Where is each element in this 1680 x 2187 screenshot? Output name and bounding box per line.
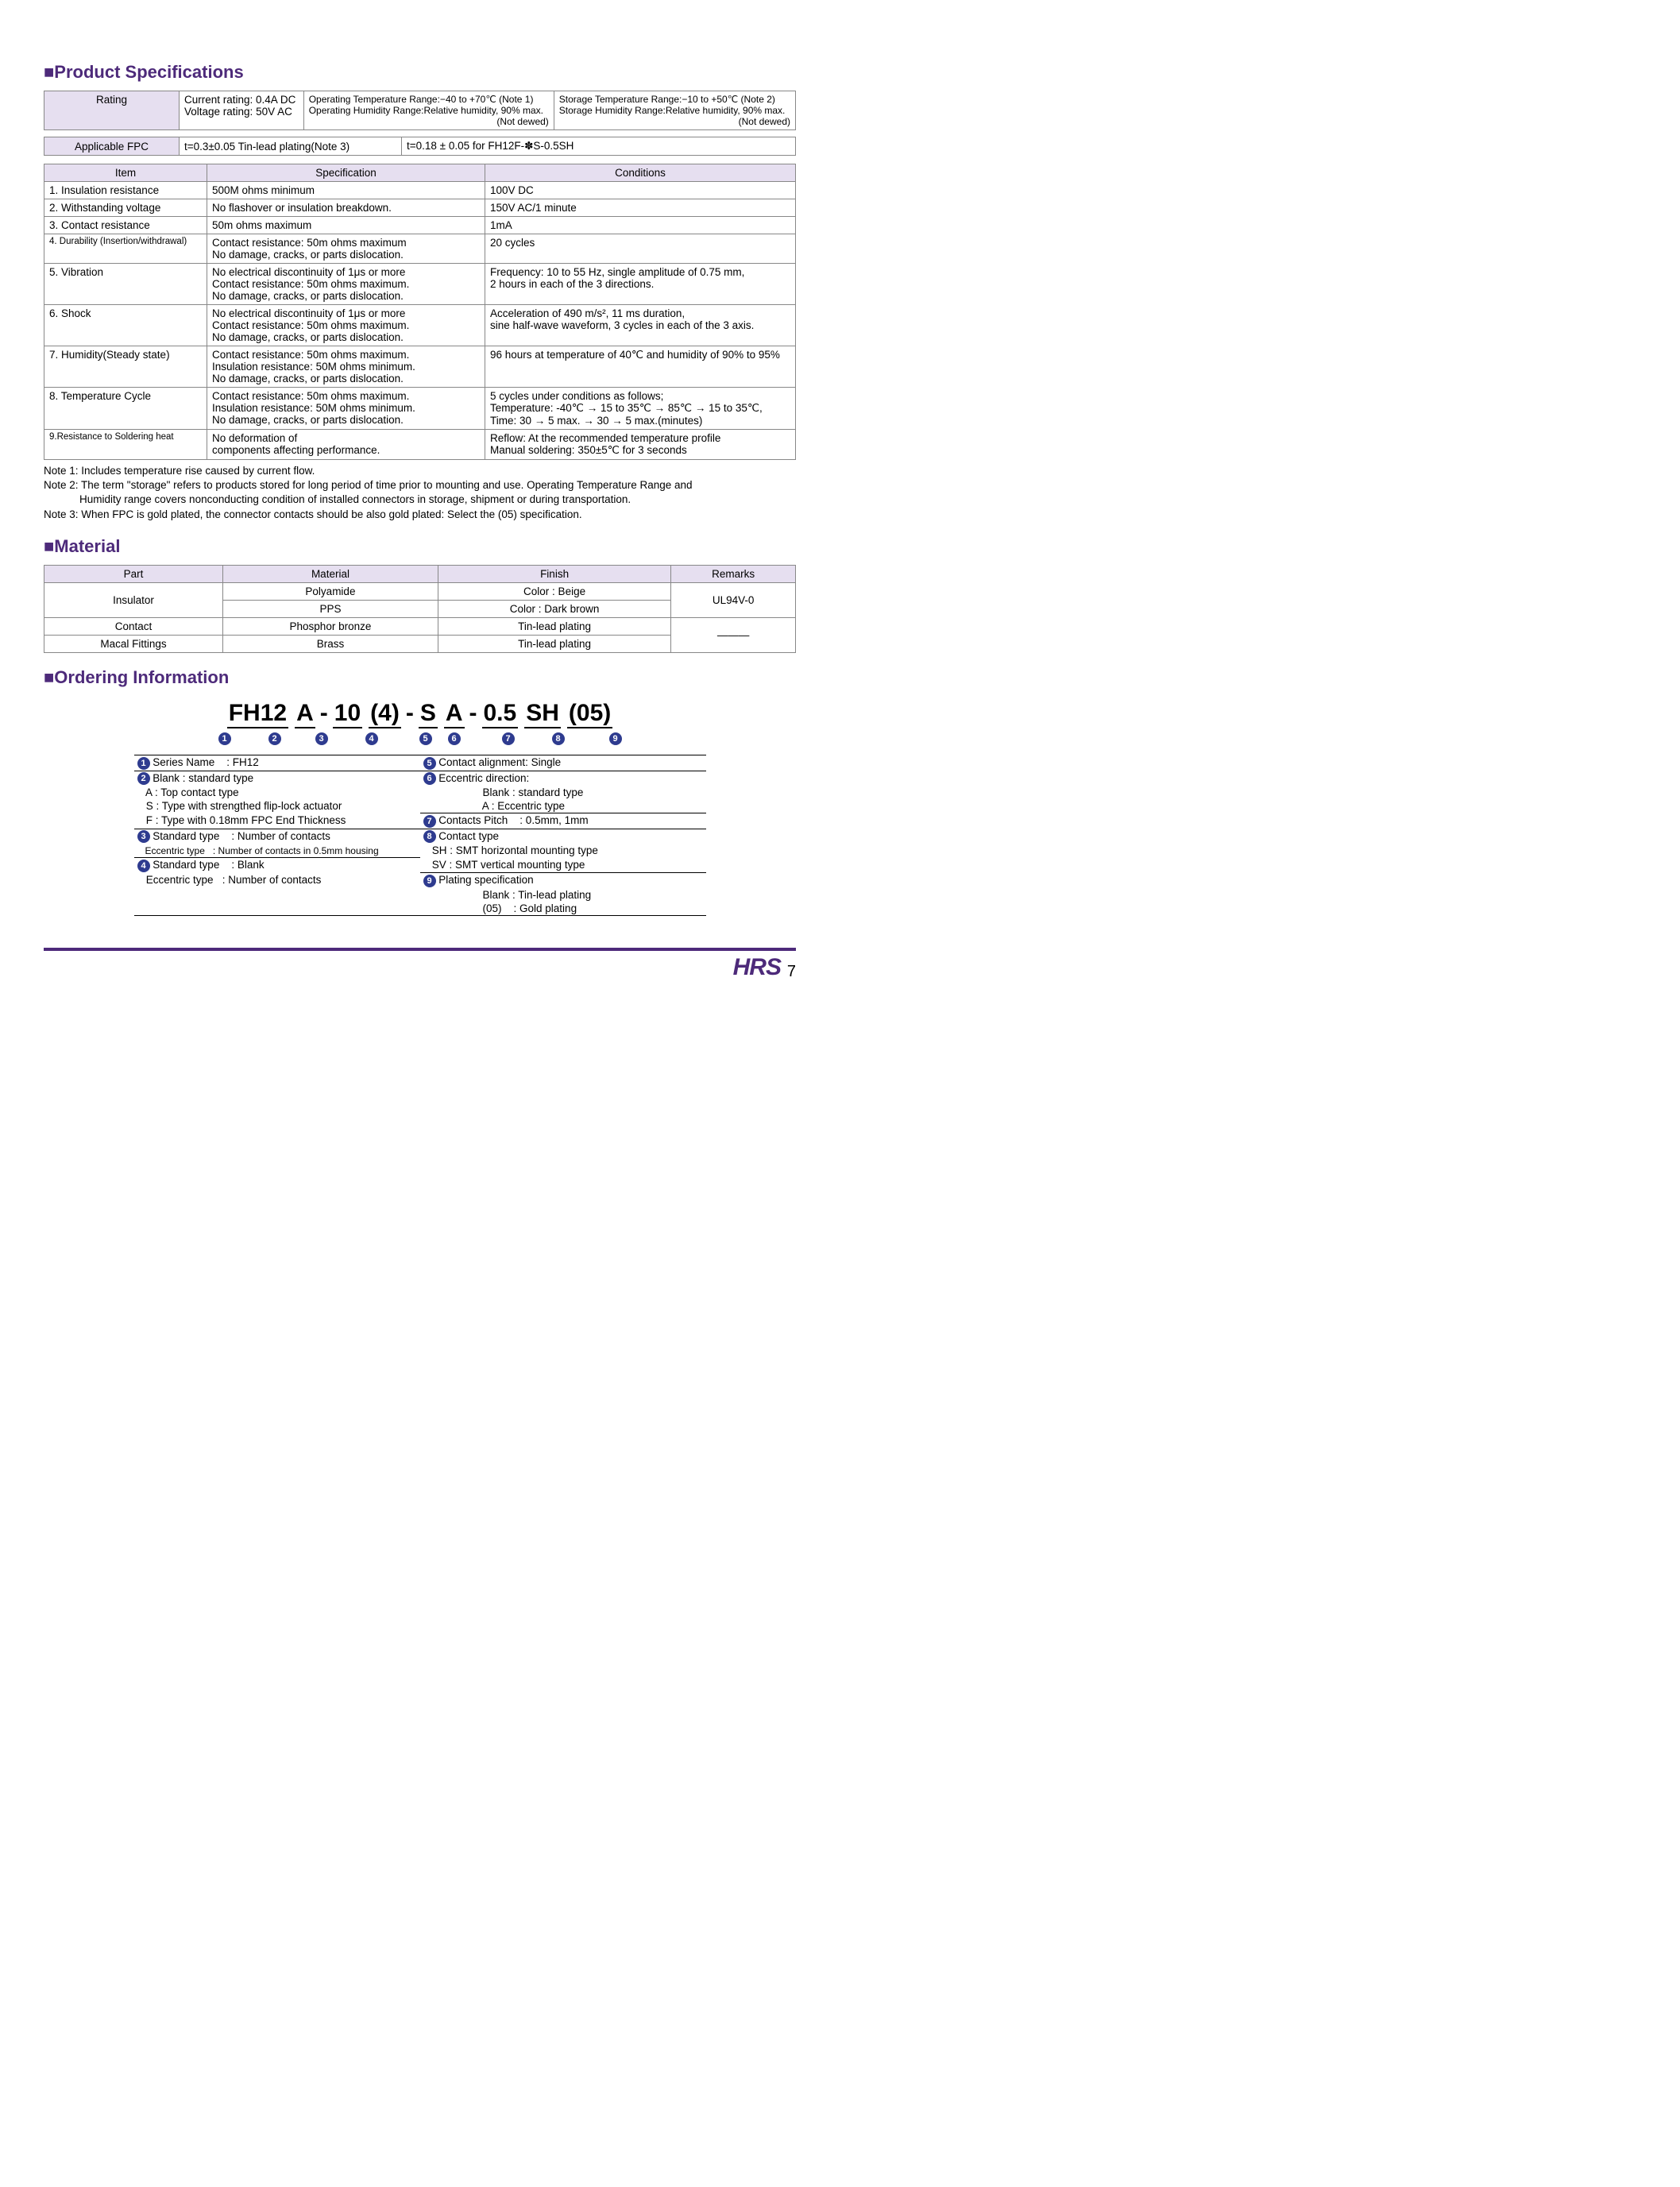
heading-spec: ■Product Specifications (44, 62, 796, 83)
ordering-table: 1 Series Name : FH125 Contact alignment:… (134, 755, 706, 915)
fpc-c1: t=0.3±0.05 Tin-lead plating(Note 3) (180, 137, 402, 156)
logo: HRS (733, 954, 781, 980)
heading-ordering: ■Ordering Information (44, 667, 796, 688)
rating-c3: Storage Temperature Range:−10 to +50℃ (N… (554, 91, 795, 130)
footer: HRS 7 (44, 951, 796, 981)
fpc-c2: t=0.18 ± 0.05 for FH12F-✽S-0.5SH (402, 137, 775, 156)
fpc-label: Applicable FPC (44, 137, 180, 156)
page-number: 7 (787, 963, 796, 980)
rating-c2: Operating Temperature Range:−40 to +70℃ … (303, 91, 554, 130)
fpc-table: Applicable FPC t=0.3±0.05 Tin-lead plati… (44, 137, 796, 156)
spec-table: ItemSpecificationConditions 1. Insulatio… (44, 164, 796, 460)
material-table: PartMaterialFinishRemarks InsulatorPolya… (44, 565, 796, 653)
heading-material: ■Material (44, 536, 796, 557)
rating-label: Rating (44, 91, 180, 130)
order-code-nums: 123456789 (44, 732, 796, 746)
rating-table: Rating Current rating: 0.4A DCVoltage ra… (44, 91, 796, 130)
order-code: FH12A-10(4)-SA-0.5SH(05) (44, 700, 796, 728)
notes: Note 1: Includes temperature rise caused… (44, 464, 796, 522)
rating-c1: Current rating: 0.4A DCVoltage rating: 5… (180, 91, 304, 130)
